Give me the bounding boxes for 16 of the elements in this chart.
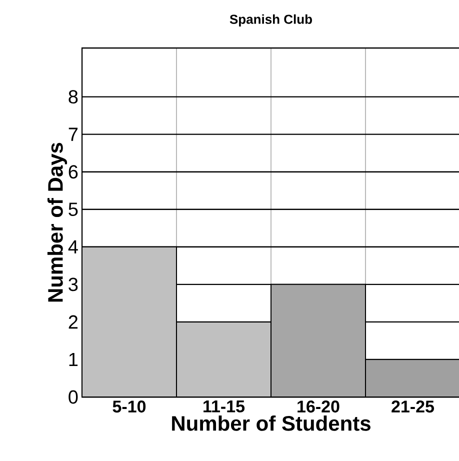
x-tick-label: 21-25 bbox=[392, 400, 434, 413]
x-axis-title: Number of Students bbox=[172, 415, 370, 431]
x-tick-label: 16-20 bbox=[298, 400, 340, 413]
y-tick-label: 1 bbox=[69, 352, 78, 366]
y-tick-label: 6 bbox=[68, 165, 78, 179]
x-tick-label: 11-15 bbox=[204, 400, 245, 412]
y-tick-label: 8 bbox=[68, 90, 78, 104]
y-tick-label: 2 bbox=[68, 315, 78, 329]
y-tick-label: 0 bbox=[68, 390, 78, 404]
y-tick-label: 7 bbox=[68, 128, 78, 141]
chart-title: Spanish Club bbox=[230, 14, 312, 26]
y-axis-title: Number of Days bbox=[47, 142, 68, 302]
x-tick-label: 5-10 bbox=[112, 400, 146, 413]
y-tick-label: 4 bbox=[68, 240, 78, 254]
y-tick-label: 5 bbox=[68, 202, 78, 216]
y-tick-label: 3 bbox=[68, 278, 78, 292]
